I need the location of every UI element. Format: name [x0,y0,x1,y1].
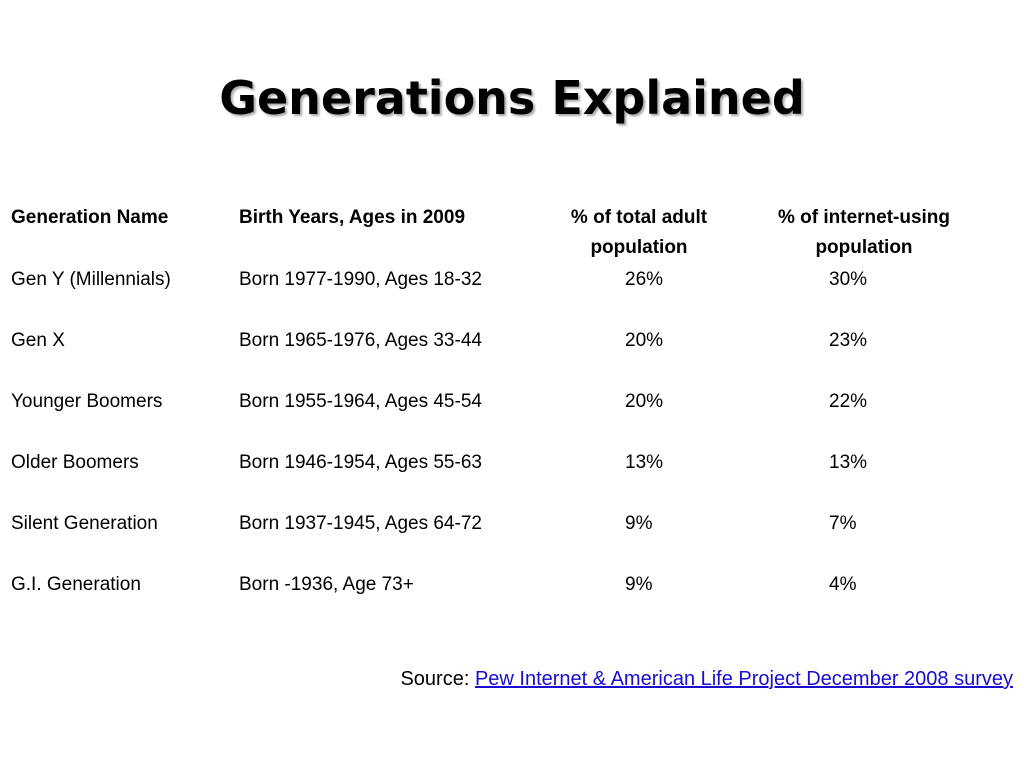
header-generation-name: Generation Name [11,207,169,228]
total-population-percent: 26% [625,269,664,290]
birth-years: Born 1937-1945, Ages 64-72 [239,513,482,534]
generation-name: Gen X [11,330,65,351]
source-label: Source: [400,668,475,690]
internet-population-percent: 22% [829,391,868,412]
header-total-line2: population [590,237,688,258]
total-population-percent: 9% [625,574,653,595]
generation-name: Younger Boomers [11,391,163,412]
table-header-row: Generation Name Birth Years, Ages in 200… [11,203,1011,265]
header-internet-line2: population [815,237,913,258]
source-citation: Source: Pew Internet & American Life Pro… [400,664,1013,694]
table-row: Gen X Born 1965-1976, Ages 33-44 20% 23% [11,326,1011,387]
total-population-percent: 20% [625,391,664,412]
header-internet-line1: % of internet-using [777,207,951,228]
source-link[interactable]: Pew Internet & American Life Project Dec… [474,668,1013,690]
header-total-line1: % of total adult [570,207,708,228]
total-population-percent: 20% [625,330,664,351]
generation-name: Older Boomers [11,452,139,473]
total-population-percent: 13% [625,452,664,473]
table-row: Gen Y (Millennials) Born 1977-1990, Ages… [11,265,1011,326]
slide-title: Generations Explained [219,71,805,125]
table-row: Silent Generation Born 1937-1945, Ages 6… [11,509,1011,570]
header-total-population: % of total adult population [555,203,723,263]
internet-population-percent: 4% [829,574,857,595]
total-population-percent: 9% [625,513,653,534]
birth-years: Born -1936, Age 73+ [239,574,414,595]
generation-name: Gen Y (Millennials) [11,269,171,290]
generation-name: Silent Generation [11,513,158,534]
internet-population-percent: 13% [829,452,868,473]
header-birth-years: Birth Years, Ages in 2009 [239,207,466,228]
generation-name: G.I. Generation [11,574,141,595]
table-row: G.I. Generation Born -1936, Age 73+ 9% 4… [11,570,1011,631]
birth-years: Born 1965-1976, Ages 33-44 [239,330,482,351]
internet-population-percent: 30% [829,269,868,290]
table-row: Older Boomers Born 1946-1954, Ages 55-63… [11,448,1011,509]
internet-population-percent: 7% [829,513,857,534]
generations-table: Generation Name Birth Years, Ages in 200… [11,203,1011,631]
birth-years: Born 1955-1964, Ages 45-54 [239,391,482,412]
header-internet-population: % of internet-using population [759,203,969,263]
table-row: Younger Boomers Born 1955-1964, Ages 45-… [11,387,1011,448]
birth-years: Born 1946-1954, Ages 55-63 [239,452,482,473]
internet-population-percent: 23% [829,330,868,351]
birth-years: Born 1977-1990, Ages 18-32 [239,269,482,290]
